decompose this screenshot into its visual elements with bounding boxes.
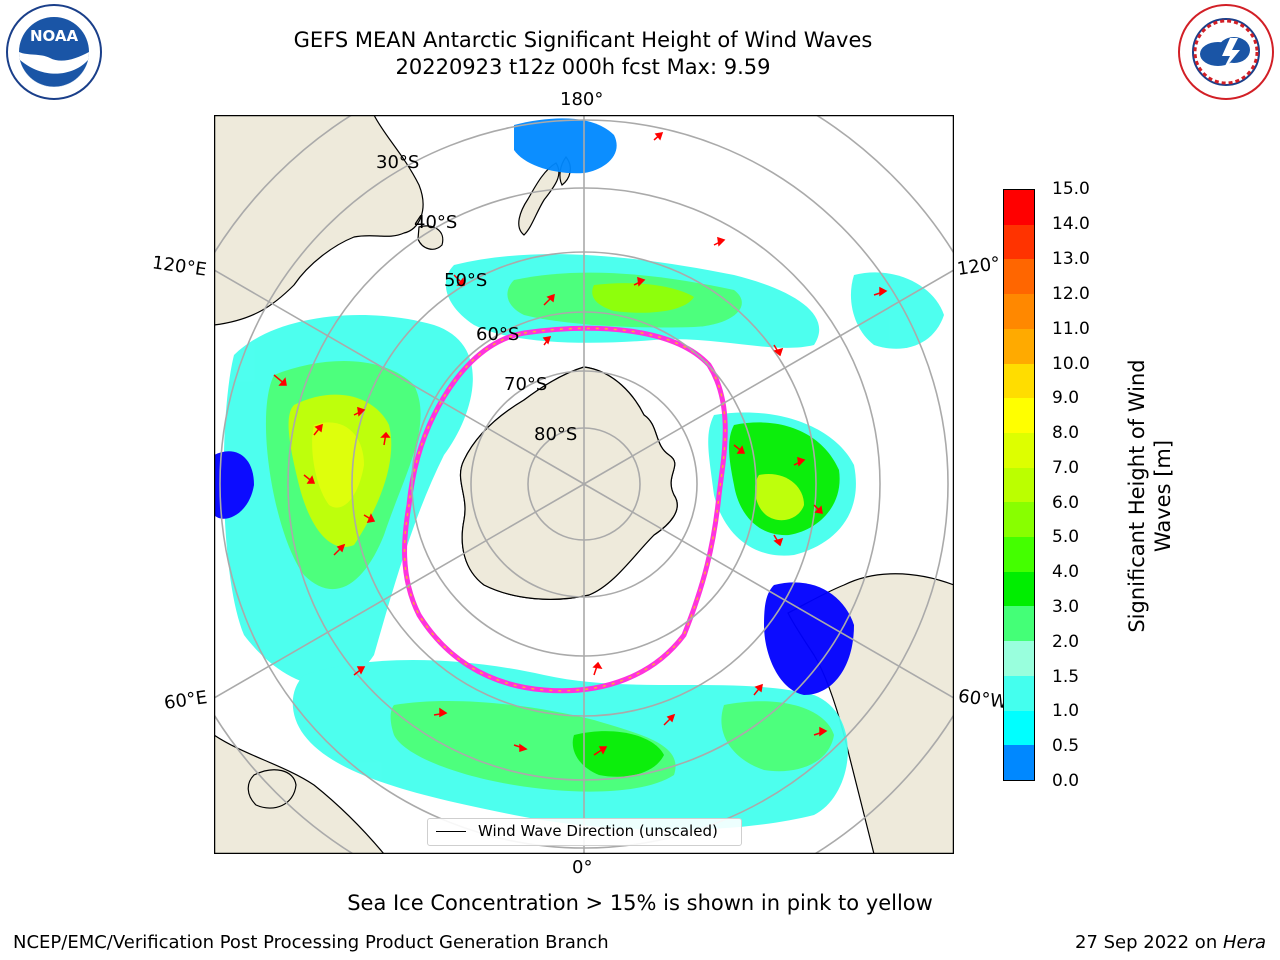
colorbar-swatch bbox=[1004, 432, 1034, 468]
new-zealand-landmass bbox=[518, 162, 560, 236]
noaa-logo: NOAA bbox=[6, 4, 102, 100]
colorbar-label-line1: Significant Height of Wind bbox=[1125, 359, 1149, 633]
colorbar-label: Significant Height of Wind Waves [m] bbox=[1124, 346, 1176, 646]
colorbar-tick: 3.0 bbox=[1052, 597, 1080, 617]
lat-label-70s: 70°S bbox=[504, 374, 548, 395]
chart-title: GEFS MEAN Antarctic Significant Height o… bbox=[293, 28, 873, 52]
colorbar-swatch bbox=[1004, 467, 1034, 503]
lat-label-40s: 40°S bbox=[414, 212, 458, 233]
sea-ice-note: Sea Ice Concentration > 15% is shown in … bbox=[347, 891, 933, 915]
colorbar-tick: 13.0 bbox=[1052, 249, 1090, 269]
colorbar-tick: 5.0 bbox=[1052, 527, 1080, 547]
africa-landmass bbox=[214, 734, 385, 854]
colorbar-tick: 9.0 bbox=[1052, 388, 1080, 408]
wave-height-field bbox=[214, 118, 944, 830]
colorbar-swatch bbox=[1004, 294, 1034, 329]
colorbar-swatch bbox=[1004, 224, 1034, 260]
colorbar-swatch bbox=[1004, 398, 1034, 433]
colorbar-tick: 7.0 bbox=[1052, 458, 1080, 478]
lon-label-60e: 60°E bbox=[162, 687, 209, 714]
footer-machine: Hera bbox=[1222, 932, 1266, 953]
lat-label-60s: 60°S bbox=[476, 324, 520, 345]
lon-label-120w: 120° bbox=[955, 253, 1002, 280]
footer-date: 27 Sep 2022 on Hera bbox=[1075, 932, 1266, 953]
lon-label-120e: 120°E bbox=[150, 252, 208, 281]
lat-label-80s: 80°S bbox=[534, 424, 578, 445]
colorbar-tick: 1.5 bbox=[1052, 667, 1080, 687]
map-legend: Wind Wave Direction (unscaled) bbox=[427, 818, 742, 846]
colorbar-tick: 1.0 bbox=[1052, 701, 1080, 721]
colorbar-tick: 4.0 bbox=[1052, 562, 1080, 582]
legend-line-swatch bbox=[436, 831, 466, 832]
colorbar-swatch bbox=[1004, 745, 1034, 780]
colorbar-swatch bbox=[1004, 259, 1034, 295]
colorbar-tick: 15.0 bbox=[1052, 179, 1090, 199]
legend-label: Wind Wave Direction (unscaled) bbox=[478, 822, 718, 840]
antarctic-map bbox=[214, 115, 954, 854]
noaa-logo-text: NOAA bbox=[30, 27, 79, 45]
colorbar-swatch bbox=[1004, 537, 1034, 572]
footer-credit: NCEP/EMC/Verification Post Processing Pr… bbox=[13, 932, 609, 953]
colorbar-tick: 2.0 bbox=[1052, 632, 1080, 652]
colorbar-tick: 14.0 bbox=[1052, 214, 1090, 234]
tasmania-landmass bbox=[417, 225, 444, 250]
map-frame bbox=[214, 115, 954, 854]
colorbar-tick: 0.5 bbox=[1052, 736, 1080, 756]
lon-label-180: 180° bbox=[560, 89, 604, 110]
colorbar-tick: 11.0 bbox=[1052, 319, 1090, 339]
colorbar-swatch bbox=[1004, 641, 1034, 676]
colorbar-swatch bbox=[1004, 606, 1034, 642]
colorbar-tick: 0.0 bbox=[1052, 771, 1080, 791]
colorbar bbox=[1003, 189, 1035, 781]
sea-ice-edge-yellow bbox=[403, 327, 726, 692]
lat-label-50s: 50°S bbox=[444, 270, 488, 291]
graticule bbox=[214, 115, 954, 854]
footer-date-prefix: 27 Sep 2022 on bbox=[1075, 932, 1223, 953]
colorbar-swatch bbox=[1004, 502, 1034, 538]
colorbar-tick: 8.0 bbox=[1052, 423, 1080, 443]
colorbar-swatch bbox=[1004, 328, 1034, 364]
colorbar-tick: 12.0 bbox=[1052, 284, 1090, 304]
lat-label-30s: 30°S bbox=[376, 152, 420, 173]
wind-direction-arrows bbox=[273, 132, 888, 756]
colorbar-swatch bbox=[1004, 571, 1034, 607]
lon-label-0: 0° bbox=[572, 857, 593, 878]
colorbar-swatch bbox=[1004, 710, 1034, 746]
colorbar-label-line2: Waves [m] bbox=[1151, 439, 1175, 553]
colorbar-swatch bbox=[1004, 190, 1034, 225]
colorbar-tick: 10.0 bbox=[1052, 354, 1090, 374]
colorbar-swatch bbox=[1004, 675, 1034, 711]
chart-subtitle: 20220923 t12z 000h fcst Max: 9.59 bbox=[395, 55, 771, 79]
colorbar-tick: 6.0 bbox=[1052, 493, 1080, 513]
national-weather-service-logo bbox=[1178, 4, 1274, 100]
lon-label-60w: 60°W bbox=[956, 685, 1009, 714]
colorbar-swatch bbox=[1004, 363, 1034, 399]
